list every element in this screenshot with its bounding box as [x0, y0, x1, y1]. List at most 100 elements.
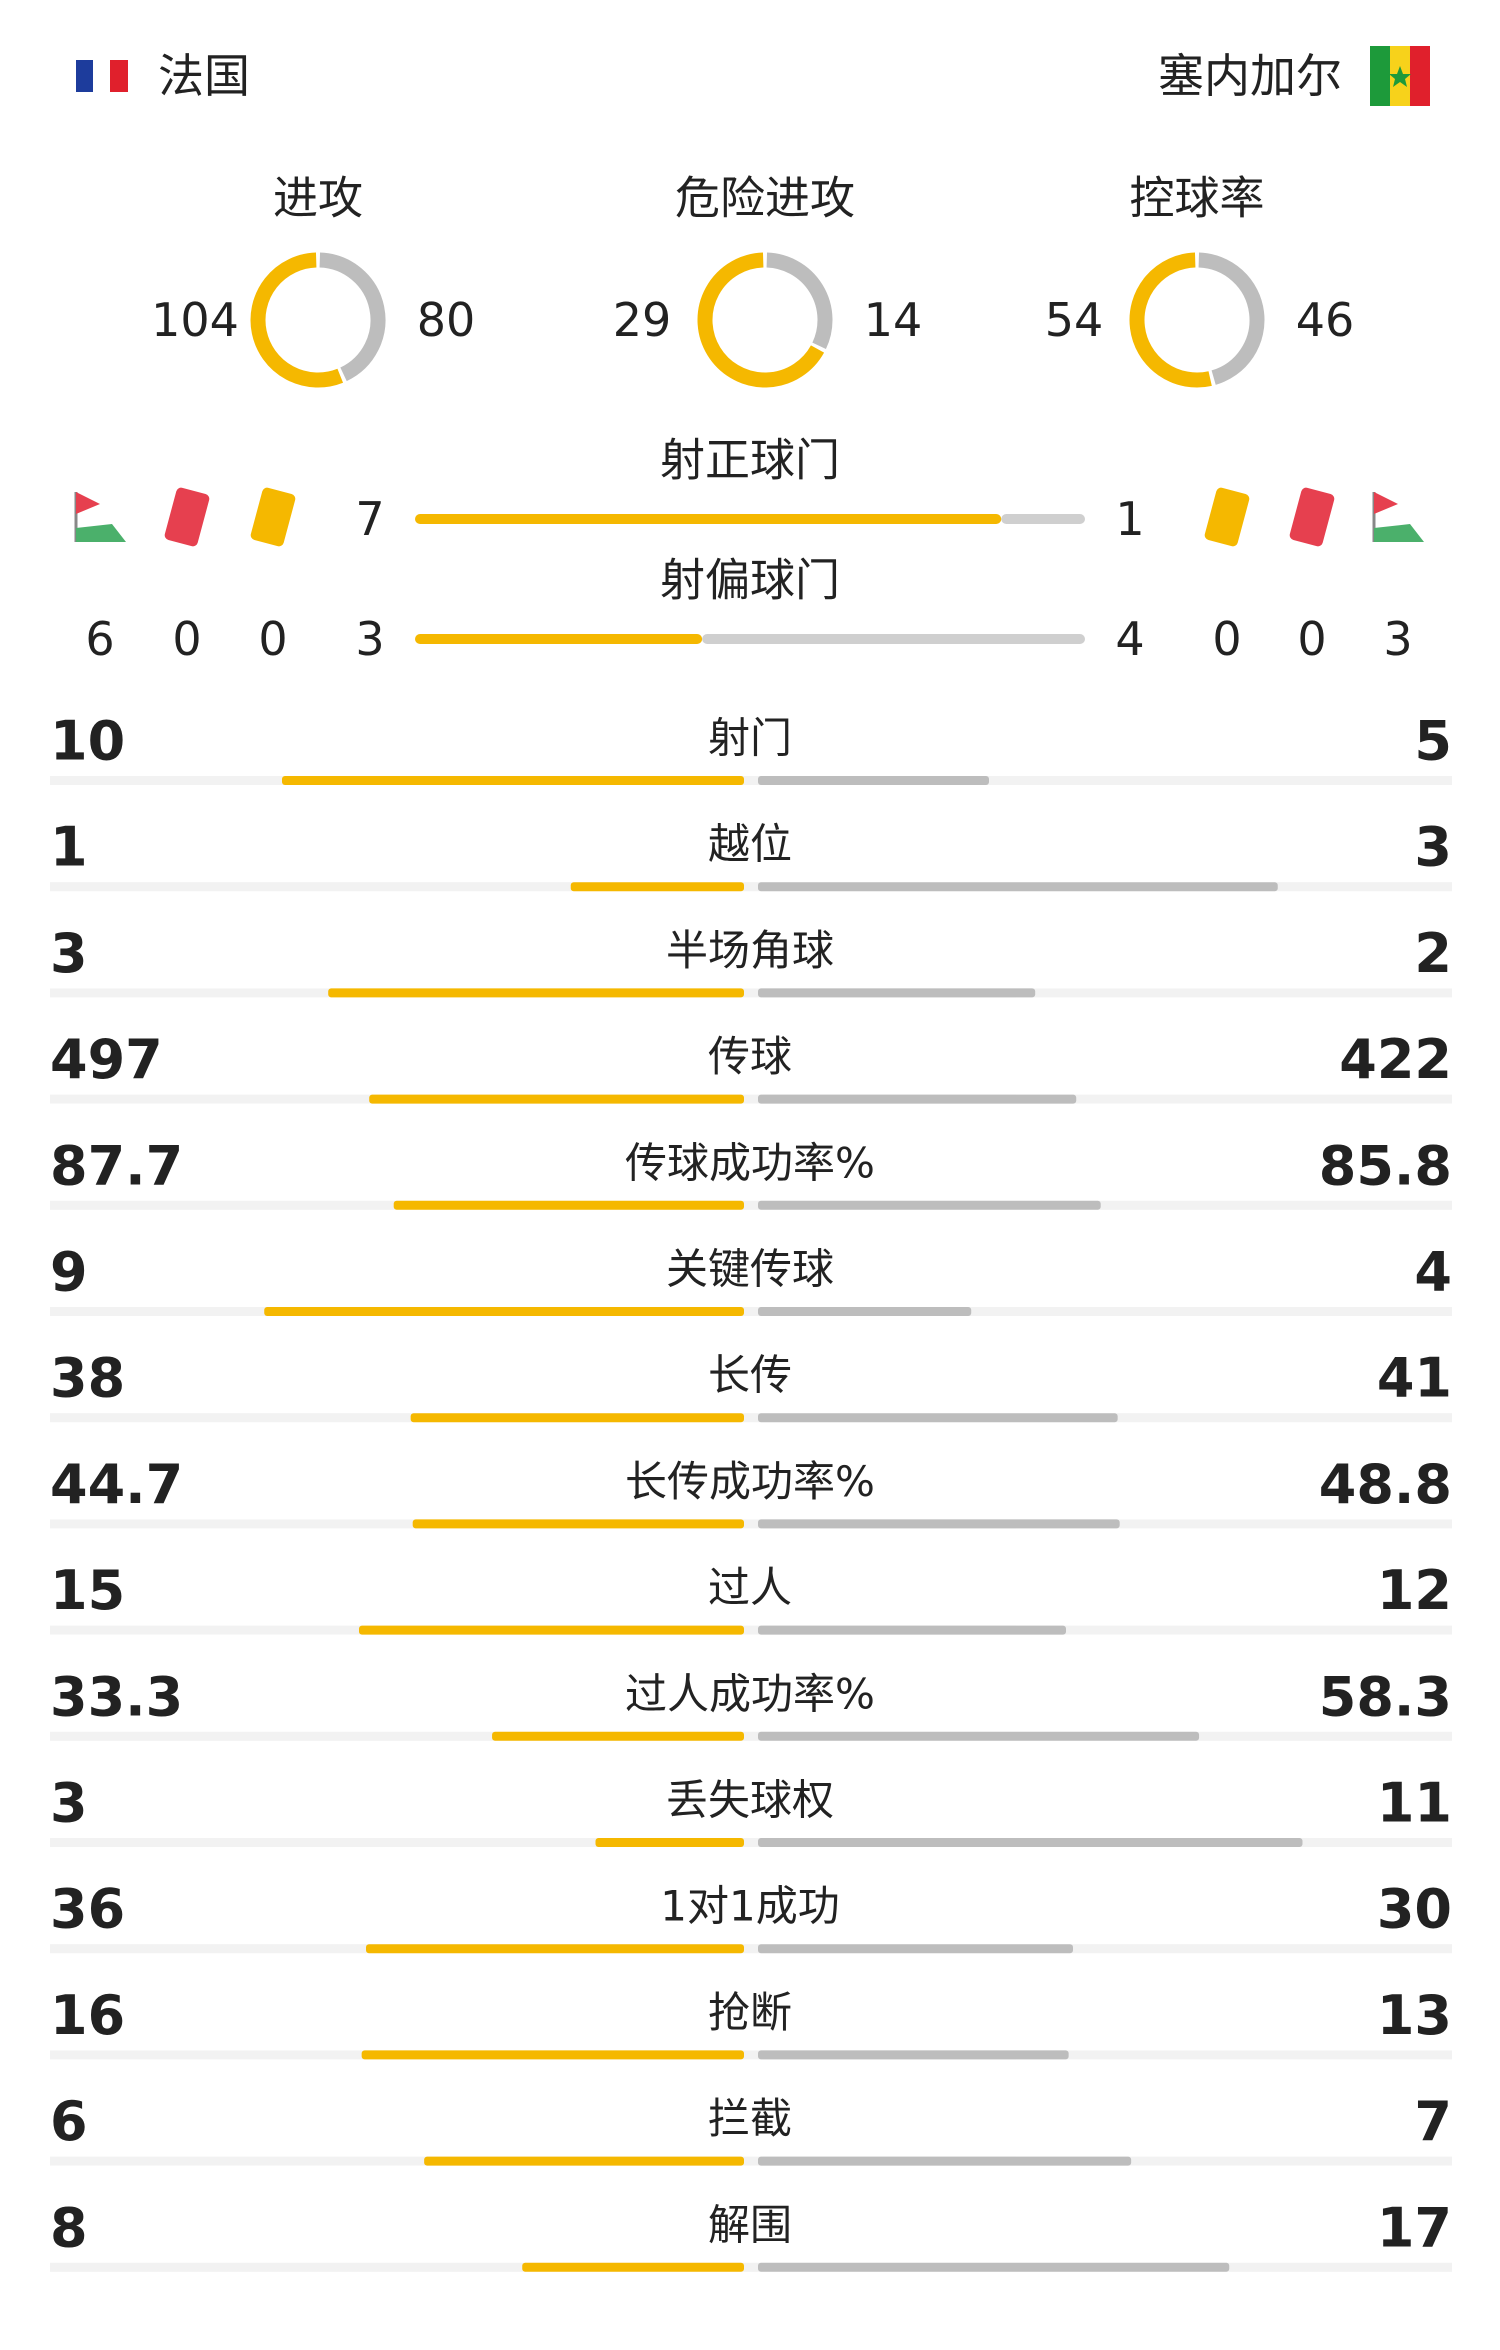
- track: [50, 2156, 1452, 2166]
- home-value: 3: [355, 612, 384, 666]
- home-bar: [282, 776, 744, 785]
- home-value: 87.7: [50, 1134, 183, 1197]
- away-value: 80: [417, 293, 476, 347]
- away-bar: [758, 1519, 1120, 1529]
- away-value: 13: [1377, 1984, 1452, 2047]
- discipline-value: 0: [172, 612, 201, 666]
- away-bar: [758, 882, 1278, 892]
- track: [50, 988, 1452, 998]
- home-bar: [595, 1838, 744, 1847]
- stat-label: 过人成功率%: [625, 1669, 875, 1718]
- stat-label: 越位: [708, 820, 792, 869]
- stat-label: 长传: [708, 1351, 792, 1400]
- home-value: 9: [50, 1241, 88, 1304]
- away-bar: [1001, 514, 1085, 524]
- home-value: 15: [50, 1559, 125, 1622]
- home-value: 6: [50, 2090, 88, 2153]
- away-value: 14: [864, 293, 923, 347]
- shots-label: 射偏球门: [660, 554, 840, 607]
- away-bar: [758, 1838, 1303, 1847]
- discipline-value: 6: [85, 612, 114, 666]
- away-value: 3: [1414, 816, 1452, 879]
- away-bar: [758, 2050, 1069, 2060]
- discipline-value: 0: [1297, 612, 1326, 666]
- home-team: 法国: [158, 49, 250, 103]
- track: [50, 1200, 1452, 1210]
- home-bar: [492, 1731, 744, 1741]
- stat-label: 射门: [708, 714, 792, 763]
- stat-label: 抢断: [708, 1988, 792, 2037]
- ring-label: 进攻: [273, 172, 363, 225]
- home-value: 36: [50, 1878, 125, 1941]
- home-bar: [412, 1519, 744, 1529]
- discipline-value: 0: [258, 612, 287, 666]
- track: [50, 776, 1452, 785]
- away-value: 5: [1414, 710, 1452, 773]
- ring-home-arc: [697, 252, 825, 388]
- icons: [74, 487, 1424, 547]
- away-value: 17: [1377, 2196, 1452, 2259]
- away-value: 7: [1414, 2090, 1452, 2153]
- corner-icon: [1372, 492, 1424, 542]
- yellow-card-icon: [250, 487, 296, 547]
- away-value: 11: [1377, 1772, 1452, 1835]
- red-card-icon: [1289, 487, 1335, 547]
- away-value: 422: [1339, 1028, 1452, 1091]
- away-bar: [758, 988, 1036, 998]
- ring-label: 控球率: [1129, 172, 1264, 225]
- track: [50, 2050, 1452, 2060]
- home-bar: [361, 2050, 744, 2060]
- home-value: 7: [355, 492, 384, 546]
- away-bar: [758, 1200, 1101, 1210]
- home-value: 16: [50, 1984, 125, 2047]
- away-bar: [758, 1625, 1066, 1635]
- track: [50, 1625, 1452, 1635]
- yellow-card-icon: [1204, 487, 1250, 547]
- home-bar: [415, 634, 703, 644]
- corner-icon: [74, 492, 126, 542]
- track: [50, 1413, 1452, 1423]
- home-bar: [415, 514, 1002, 524]
- away-bar: [758, 1307, 972, 1316]
- ring-away-arc: [766, 252, 833, 350]
- away-bar: [758, 2156, 1132, 2166]
- ring-home-arc: [1129, 252, 1212, 388]
- track: [50, 1307, 1452, 1316]
- away-value: 4: [1115, 612, 1144, 666]
- home-bar: [359, 1625, 744, 1635]
- track: [50, 1944, 1452, 1954]
- home-value: 1: [50, 816, 88, 879]
- away-bar: [758, 1731, 1200, 1741]
- stat-label: 关键传球: [666, 1245, 834, 1294]
- home-bar: [570, 882, 744, 892]
- away-team: 塞内加尔: [1158, 49, 1342, 103]
- home-value: 8: [50, 2196, 88, 2259]
- ring-away-arc: [1198, 252, 1265, 385]
- away-value: 4: [1414, 1241, 1452, 1304]
- home-value: 38: [50, 1347, 125, 1410]
- stat-label: 半场角球: [666, 926, 834, 975]
- away-value: 58.3: [1319, 1665, 1452, 1728]
- home-bar: [522, 2262, 744, 2272]
- stat-label: 过人: [708, 1563, 792, 1612]
- home-value: 3: [50, 1772, 88, 1835]
- france-flag: [76, 60, 128, 92]
- away-value: 30: [1377, 1878, 1452, 1941]
- away-value: 2: [1414, 922, 1452, 985]
- home-value: 3: [50, 922, 88, 985]
- away-bar: [758, 1094, 1077, 1104]
- ring-home-arc: [250, 252, 344, 388]
- home-value: 104: [151, 293, 239, 347]
- home-value: 10: [50, 710, 125, 773]
- away-value: 1: [1115, 492, 1144, 546]
- discipline-value: 0: [1212, 612, 1241, 666]
- home-value: 497: [50, 1028, 163, 1091]
- home-value: 29: [613, 293, 672, 347]
- home-bar: [369, 1094, 744, 1104]
- stat-label: 拦截: [708, 2094, 792, 2143]
- stat-label: 长传成功率%: [625, 1457, 875, 1506]
- away-value: 46: [1296, 293, 1355, 347]
- stat-label: 丢失球权: [666, 1776, 834, 1825]
